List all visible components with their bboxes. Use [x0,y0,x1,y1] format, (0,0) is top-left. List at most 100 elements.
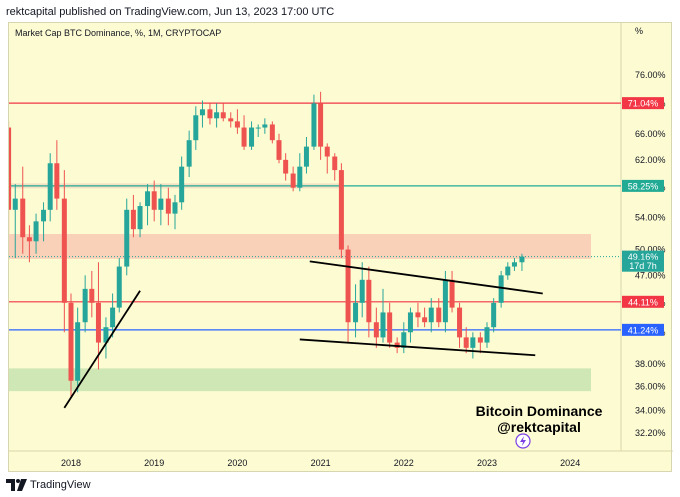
candle-body-10[interactable] [54,163,60,199]
price-label-bg-1 [622,179,664,192]
candle-body-37[interactable] [241,127,247,147]
chart-panel[interactable]: Market Cap BTC Dominance, %, 1M, CRYPTOC… [8,22,673,473]
candle-body-57[interactable] [380,312,386,338]
candle-body-60[interactable] [401,332,407,348]
candle-body-8[interactable] [41,209,47,222]
candle-body-56[interactable] [373,322,379,338]
candle-body-43[interactable] [283,159,289,174]
candle-body-19[interactable] [116,266,122,308]
price-label-0: 71.04% [628,99,659,109]
candle-body-62[interactable] [415,312,421,318]
candle-body-6[interactable] [26,237,32,242]
candle-body-38[interactable] [249,127,255,147]
x-tick-label-6: 2024 [560,458,580,468]
candle-body-39[interactable] [255,127,261,129]
y-axis-unit: % [635,26,643,36]
annotation-title: Bitcoin Dominance [476,403,603,419]
chart-title: Market Cap BTC Dominance, %, 1M, CRYPTOC… [15,28,221,38]
candle-body-68[interactable] [457,307,463,338]
candle-body-3[interactable] [9,127,12,210]
candle-body-5[interactable] [20,198,26,238]
candle-body-12[interactable] [68,302,74,381]
trendline-0[interactable] [63,290,141,409]
candle-body-34[interactable] [220,112,226,119]
candle-body-54[interactable] [359,279,365,303]
candle-body-29[interactable] [186,140,192,167]
y-tick-label-5: 54.00% [635,212,666,222]
candle-body-24[interactable] [151,191,157,210]
candle-body-40[interactable] [262,124,268,128]
candle-body-48[interactable] [318,103,324,147]
candle-body-75[interactable] [505,266,511,276]
candle-body-50[interactable] [332,156,338,171]
candle-body-15[interactable] [89,288,95,303]
candle-body-16[interactable] [95,302,101,343]
candle-body-21[interactable] [130,209,136,230]
candle-body-51[interactable] [338,170,344,250]
candle-body-11[interactable] [61,198,67,303]
x-tick-label-2: 2020 [227,458,247,468]
candle-body-4[interactable] [12,198,18,210]
candle-body-66[interactable] [442,279,448,323]
candle-body-44[interactable] [290,173,296,188]
candle-body-20[interactable] [124,209,130,267]
candle-body-77[interactable] [519,256,525,263]
candle-body-13[interactable] [75,322,81,381]
x-tick-label-4: 2022 [394,458,414,468]
trendline-2[interactable] [299,338,536,357]
trendline-1[interactable] [309,260,543,295]
candle-body-35[interactable] [228,118,234,122]
candle-body-73[interactable] [491,302,497,328]
candle-body-26[interactable] [165,198,171,214]
candle-body-52[interactable] [345,249,351,323]
candle-body-74[interactable] [498,275,504,303]
candle-body-67[interactable] [449,279,455,308]
footer-brand[interactable]: TradingView [30,479,91,491]
candle-body-32[interactable] [207,109,213,119]
candle-body-64[interactable] [428,307,434,323]
candle-body-65[interactable] [436,307,442,323]
candle-body-17[interactable] [103,327,109,343]
price-label-5: 41.24% [628,325,659,335]
annotation-handle: @rektcapital [497,419,581,435]
tradingview-logo-icon[interactable] [6,479,28,491]
candle-body-53[interactable] [353,302,359,323]
candle-body-30[interactable] [193,115,199,141]
candle-body-76[interactable] [511,262,517,267]
candle-body-36[interactable] [234,121,240,128]
publish-header: rektcapital published on TradingView.com… [0,0,680,24]
candle-body-55[interactable] [366,279,372,323]
candle-body-70[interactable] [470,337,476,348]
candle-body-27[interactable] [172,202,178,214]
candle-body-18[interactable] [110,307,116,328]
candle-body-28[interactable] [179,166,185,203]
candle-body-69[interactable] [463,337,469,348]
chart-canvas[interactable]: Market Cap BTC Dominance, %, 1M, CRYPTOC… [9,23,673,473]
candle-body-46[interactable] [303,146,309,167]
candle-body-72[interactable] [484,327,490,343]
candle-body-47[interactable] [311,103,317,147]
y-tick-label-7: 47.00% [635,270,666,280]
candle-body-33[interactable] [214,112,220,119]
candle-body-71[interactable] [477,337,483,343]
candle-body-41[interactable] [269,124,275,141]
price-label-bg-3 [622,259,664,272]
candle-body-58[interactable] [387,312,393,343]
candle-body-49[interactable] [324,146,330,157]
candle-body-9[interactable] [47,163,53,210]
candle-body-22[interactable] [137,206,143,230]
candle-body-31[interactable] [199,109,205,116]
candle-body-45[interactable] [297,166,303,188]
zone-0 [9,234,592,259]
price-label-bg-4 [622,295,664,308]
candle-body-42[interactable] [276,140,282,160]
price-label-4: 44.11% [628,297,658,307]
candle-body-63[interactable] [422,317,428,323]
candle-body-14[interactable] [82,288,88,323]
candle-body-25[interactable] [158,198,164,210]
y-tick-label-2: 66.00% [635,129,666,139]
candle-body-61[interactable] [407,312,413,333]
candle-body-23[interactable] [145,191,151,207]
price-label-bg-5 [622,323,664,336]
candle-body-7[interactable] [33,221,39,242]
